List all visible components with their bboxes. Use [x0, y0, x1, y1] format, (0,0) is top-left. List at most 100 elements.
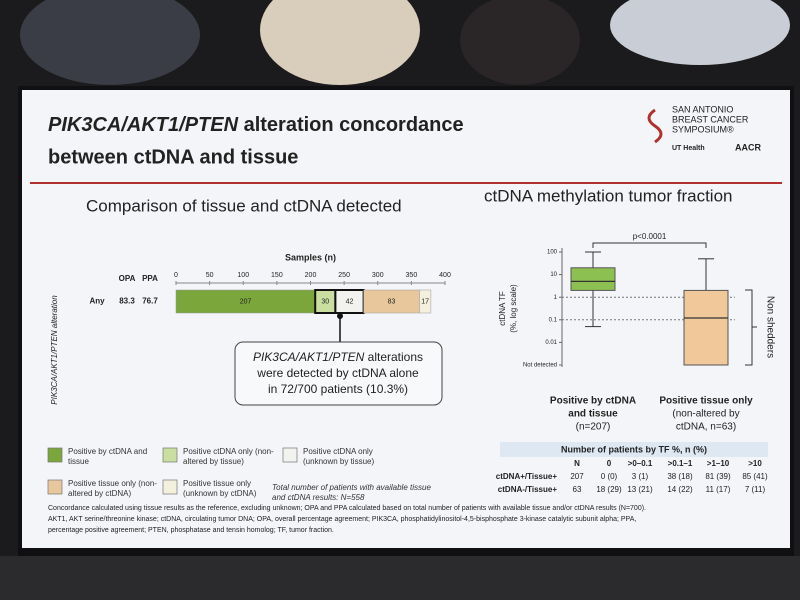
bar-value: 83 — [388, 298, 396, 305]
legend-swatch — [162, 447, 178, 463]
x-tick-label: 350 — [406, 272, 418, 279]
category-label: (n=207) — [576, 422, 611, 433]
y-tick-label: 10 — [550, 272, 557, 278]
logo-line: SAN ANTONIO — [672, 104, 733, 114]
callout-line: were detected by ctDNA alone — [256, 366, 419, 380]
legend-swatch — [47, 447, 63, 463]
legend-label: Positive ctDNA only (non-altered by tiss… — [183, 447, 274, 466]
callout-rest: alterations — [364, 350, 423, 364]
x-axis-label: Samples (n) — [285, 252, 336, 262]
title-rest: alteration concordance — [238, 114, 464, 136]
logo-line: SYMPOSIUM® — [672, 124, 734, 134]
table-header: >10 — [748, 459, 762, 468]
legend-label: Positive tissue only (non-altered by ctD… — [68, 479, 157, 498]
person — [20, 0, 200, 85]
category-label: and tissue — [568, 409, 618, 420]
table-cell: 81 (39) — [705, 472, 731, 481]
table-header: >0.1–1 — [668, 459, 693, 468]
x-tick-label: 0 — [174, 272, 178, 279]
legend-label: Positive tissue only (unknown by ctDNA) — [183, 479, 257, 498]
title: PIK3CA/AKT1/PTEN alteration concordance — [48, 114, 464, 136]
legend-note: Total number of patients with available … — [272, 483, 431, 502]
stats-value: 76.7 — [142, 297, 158, 306]
table-cell: 14 (22) — [667, 485, 693, 494]
footnote: Concordance calculated using tissue resu… — [48, 505, 646, 512]
bar-value: 17 — [421, 298, 429, 305]
annotation: p<0.0001 — [633, 232, 667, 241]
callout-dot — [337, 313, 343, 319]
x-tick-label: 250 — [338, 272, 350, 279]
table-cell: 0 (0) — [601, 472, 618, 481]
slide — [22, 90, 790, 548]
person — [610, 0, 790, 65]
y-tick-label: 100 — [547, 250, 558, 256]
significance-bracket — [592, 242, 707, 248]
table-cell: 3 (1) — [632, 472, 649, 481]
logo-sub: AACR — [735, 142, 761, 152]
side-annotation: Non shedders — [764, 296, 775, 358]
person — [460, 0, 580, 85]
side-label: PIK3CA/AKT1/PTEN alteration — [50, 295, 59, 405]
bar-segment — [419, 289, 432, 314]
logo-line: BREAST CANCER — [672, 114, 749, 124]
category-label: Any — [89, 297, 105, 306]
table-row-label: ctDNA-/Tissue+ — [498, 485, 558, 494]
right-heading: ctDNA methylation tumor fraction — [484, 186, 732, 205]
category-label: Positive tissue only — [659, 396, 753, 407]
person — [260, 0, 420, 85]
table-title: Number of patients by TF %, n (%) — [561, 444, 707, 454]
stats-header: PPA — [142, 274, 158, 283]
table-cell: 7 (11) — [745, 485, 766, 494]
title-italic: PIK3CA/AKT1/PTEN — [48, 114, 239, 136]
y-tick-label: 1 — [554, 295, 558, 301]
y-axis-label: ctDNA TF — [498, 291, 507, 326]
legend-swatch — [282, 447, 298, 463]
footnote: percentage positive agreement; PTEN, pho… — [48, 527, 334, 534]
table-cell: 207 — [570, 472, 584, 481]
y-axis-label: (%, log scale) — [509, 284, 518, 333]
title-line2: between ctDNA and tissue — [48, 146, 298, 168]
box — [570, 267, 616, 291]
stats-value: 83.3 — [119, 297, 135, 306]
table-cell: 18 (29) — [596, 485, 622, 494]
category-label: (non-altered by — [672, 409, 739, 420]
legend-swatch — [162, 479, 178, 495]
side-bracket — [745, 289, 757, 366]
logo-sub: UT Health — [672, 145, 705, 152]
table-cell: 38 (18) — [667, 472, 693, 481]
x-tick-label: 150 — [271, 272, 283, 279]
legend-label: Positive ctDNA only (unknown by tissue) — [303, 447, 375, 466]
legend-swatch — [47, 479, 63, 495]
table-cell: 13 (21) — [627, 485, 653, 494]
x-tick-label: 300 — [372, 272, 384, 279]
table-cell: 63 — [573, 485, 582, 494]
bar-value: 30 — [321, 298, 329, 305]
table-header: 0 — [607, 459, 612, 468]
table-cell: 85 (41) — [742, 472, 768, 481]
logo-mark — [647, 108, 663, 144]
box — [683, 289, 729, 366]
table-cell: 11 (17) — [706, 485, 731, 494]
bar-value: 42 — [346, 298, 354, 305]
y-tick-label: 0.01 — [545, 340, 557, 346]
callout-line: PIK3CA/AKT1/PTEN alterations — [253, 350, 423, 364]
x-tick-label: 50 — [206, 272, 214, 279]
footnote: AKT1, AKT serine/threonine kinase; ctDNA… — [48, 516, 636, 523]
category-label: Positive by ctDNA — [550, 396, 636, 407]
table-row-label: ctDNA+/Tissue+ — [496, 472, 558, 481]
callout-box — [234, 341, 443, 406]
left-heading: Comparison of tissue and ctDNA detected — [86, 196, 402, 215]
stats-header: OPA — [119, 274, 136, 283]
y-tick-label: 0.1 — [549, 317, 558, 323]
table-header: N — [574, 459, 580, 468]
y-tick-label: Not detected — [523, 363, 557, 369]
legend-label: Positive by ctDNA and tissue — [68, 447, 148, 466]
table-header: >1–10 — [707, 459, 730, 468]
desk — [0, 556, 800, 600]
x-tick-label: 100 — [237, 272, 249, 279]
bar-value: 207 — [240, 298, 252, 305]
table-header: >0–0.1 — [628, 459, 653, 468]
table-band — [500, 442, 768, 457]
